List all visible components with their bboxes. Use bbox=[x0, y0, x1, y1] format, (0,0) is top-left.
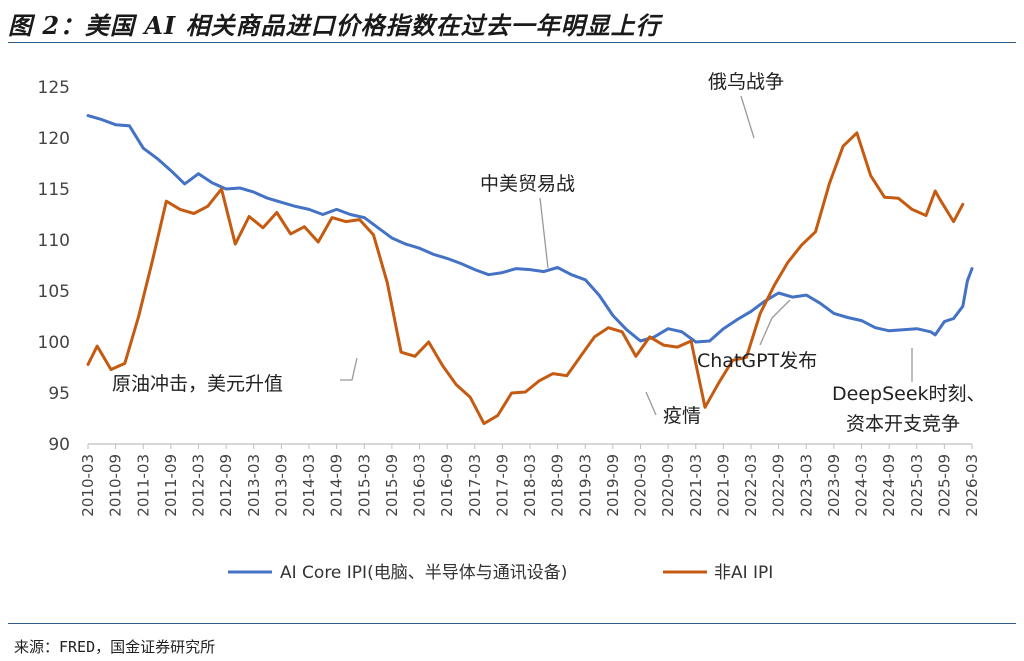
x-tick-label: 2010-09 bbox=[107, 454, 125, 517]
x-tick-label: 2013-09 bbox=[272, 454, 290, 517]
annotation-capex: 资本开支竞争 bbox=[846, 413, 960, 435]
x-tick-label: 2019-09 bbox=[604, 454, 622, 517]
x-tick-label: 2020-03 bbox=[632, 454, 650, 517]
series-line-non-ai bbox=[86, 131, 965, 426]
y-tick-label: 125 bbox=[38, 78, 70, 98]
x-tick-label: 2012-03 bbox=[190, 454, 208, 517]
x-tick-label: 2015-03 bbox=[355, 454, 373, 517]
chart-legend: AI Core IPI(电脑、半导体与通讯设备) 非AI IPI bbox=[228, 563, 773, 583]
x-tick-label: 2019-03 bbox=[576, 454, 594, 517]
legend-label-ai-core: AI Core IPI(电脑、半导体与通讯设备) bbox=[280, 563, 567, 583]
annotation-deepseek: DeepSeek时刻、 bbox=[832, 383, 986, 405]
x-tick-label: 2014-09 bbox=[328, 454, 346, 517]
x-tick-label: 2022-03 bbox=[742, 454, 760, 517]
x-tick-label: 2016-09 bbox=[438, 454, 456, 517]
annotation-chatgpt: ChatGPT发布 bbox=[697, 350, 817, 372]
chart-annotations: 原油冲击，美元升值 中美贸易战 俄乌战争 疫情 ChatGPT发布 DeepSe… bbox=[112, 71, 986, 435]
source-divider bbox=[8, 623, 1016, 624]
x-tick-label: 2017-03 bbox=[466, 454, 484, 517]
y-tick-label: 115 bbox=[38, 180, 70, 200]
y-tick-label: 90 bbox=[48, 435, 70, 455]
chart-title: 图 2：美国 AI 相关商品进口价格指数在过去一年明显上行 bbox=[8, 11, 661, 40]
x-tick-label: 2016-03 bbox=[411, 454, 429, 517]
x-tick-label: 2012-09 bbox=[217, 454, 235, 517]
chart-lines bbox=[86, 114, 974, 426]
x-tick-label: 2017-09 bbox=[493, 454, 511, 517]
series-line-ai-core bbox=[86, 114, 974, 344]
x-tick-label: 2011-03 bbox=[134, 454, 152, 517]
x-tick-label: 2025-09 bbox=[935, 454, 953, 517]
x-tick-label: 2023-03 bbox=[797, 454, 815, 517]
x-tick-label: 2022-09 bbox=[770, 454, 788, 517]
annotation-oil-shock: 原油冲击，美元升值 bbox=[112, 373, 283, 395]
annotation-pointer-russia bbox=[740, 95, 755, 139]
y-tick-label: 100 bbox=[38, 333, 70, 353]
annotation-russia-ukraine: 俄乌战争 bbox=[708, 71, 784, 93]
x-tick-label: 2021-03 bbox=[687, 454, 705, 517]
y-tick-label: 95 bbox=[48, 384, 70, 404]
x-tick-label: 2018-09 bbox=[549, 454, 567, 517]
title-divider bbox=[8, 42, 1016, 43]
x-tick-label: 2018-03 bbox=[521, 454, 539, 517]
y-tick-label: 105 bbox=[38, 282, 70, 302]
x-tick-label: 2011-09 bbox=[162, 454, 180, 517]
y-tick-label: 120 bbox=[38, 129, 70, 149]
annotation-pointer-oil bbox=[340, 357, 358, 381]
annotation-pointer-chatgpt bbox=[759, 299, 791, 346]
x-tick-label: 2025-03 bbox=[908, 454, 926, 517]
x-tick-label: 2010-03 bbox=[79, 454, 97, 517]
annotation-pandemic: 疫情 bbox=[663, 405, 701, 427]
source-note: 来源：FRED，国金证券研究所 bbox=[14, 638, 216, 656]
y-tick-label: 110 bbox=[38, 231, 70, 251]
chart-axes: 90 95 100 105 110 115 120 125 2010-03 2010-09 2011… bbox=[38, 78, 981, 517]
x-tick-label: 2020-09 bbox=[659, 454, 677, 517]
x-tick-label: 2015-09 bbox=[383, 454, 401, 517]
x-tick-label: 2024-03 bbox=[853, 454, 871, 517]
x-tick-label: 2026-03 bbox=[963, 454, 981, 517]
x-tick-label: 2014-03 bbox=[300, 454, 318, 517]
x-tick-label: 2023-09 bbox=[825, 454, 843, 517]
x-tick-label: 2024-09 bbox=[880, 454, 898, 517]
x-tick-label: 2021-09 bbox=[714, 454, 732, 517]
x-tick-label: 2013-03 bbox=[245, 454, 263, 517]
annotation-pointer-trade-war bbox=[539, 197, 549, 269]
annotation-trade-war: 中美贸易战 bbox=[480, 173, 575, 195]
annotation-pointer-pandemic bbox=[645, 391, 657, 416]
legend-label-non-ai: 非AI IPI bbox=[714, 563, 773, 583]
